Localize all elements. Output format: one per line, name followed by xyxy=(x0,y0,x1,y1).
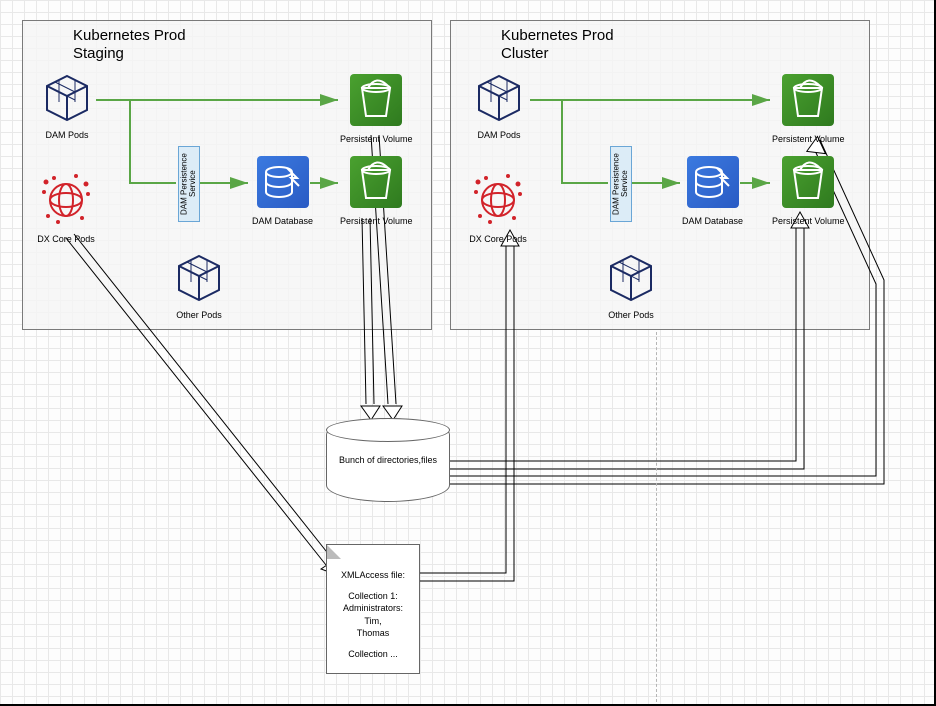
guide-dashed xyxy=(656,332,657,702)
node-st-damdb: DAM Database xyxy=(252,154,313,227)
globe-dots-icon xyxy=(36,172,96,233)
node-st-pv1: Persistent Volume xyxy=(340,72,413,145)
node-pr-dam-pods-label: DAM Pods xyxy=(474,131,524,141)
globe-dots-icon xyxy=(468,172,528,233)
node-xml-file: XMLAccess file: Collection 1: Administra… xyxy=(326,544,420,674)
node-st-dxcore-label: DX Core Pods xyxy=(36,235,96,245)
node-pr-other-label: Other Pods xyxy=(606,311,656,321)
node-pr-damdb: DAM Database xyxy=(682,154,743,227)
node-pr-dxcore-label: DX Core Pods xyxy=(468,235,528,245)
cube-stack-icon xyxy=(474,72,524,129)
node-bunch-cylinder: Bunch of directories,files xyxy=(326,418,450,502)
xml-line1: Administrators: Tim, xyxy=(337,602,409,627)
node-pr-damdb-label: DAM Database xyxy=(682,217,743,227)
diagram-canvas: Kubernetes Prod Staging Kubernetes Prod … xyxy=(0,0,936,706)
bucket-green-icon xyxy=(348,72,404,133)
cluster-staging-title: Kubernetes Prod Staging xyxy=(73,27,186,63)
node-bunch-label: Bunch of directories,files xyxy=(339,455,437,465)
bucket-green-icon xyxy=(780,72,836,133)
node-pr-dam-pods: DAM Pods xyxy=(474,72,524,141)
node-pr-dam-service-label: DAM Persistence Service xyxy=(613,147,630,221)
xml-line2: Thomas xyxy=(337,627,409,640)
node-pr-pv2: Persistent Volume xyxy=(772,154,845,227)
node-st-other-label: Other Pods xyxy=(174,311,224,321)
db-blue-icon xyxy=(685,154,741,215)
node-st-other: Other Pods xyxy=(174,252,224,321)
node-st-pv1-label: Persistent Volume xyxy=(340,135,413,145)
node-st-dam-service: DAM Persistence Service xyxy=(178,146,200,222)
node-st-pv2: Persistent Volume xyxy=(340,154,413,227)
node-pr-pv2-label: Persistent Volume xyxy=(772,217,845,227)
node-st-dam-service-label: DAM Persistence Service xyxy=(181,147,198,221)
node-st-dam-pods-label: DAM Pods xyxy=(42,131,92,141)
xml-title: XMLAccess file: xyxy=(337,569,409,582)
cube-stack-icon xyxy=(42,72,92,129)
cube-stack-icon xyxy=(174,252,224,309)
xml-line0: Collection 1: xyxy=(337,590,409,603)
node-pr-dam-service: DAM Persistence Service xyxy=(610,146,632,222)
node-pr-other: Other Pods xyxy=(606,252,656,321)
node-pr-pv1-label: Persistent Volume xyxy=(772,135,845,145)
node-st-dam-pods: DAM Pods xyxy=(42,72,92,141)
node-pr-pv1: Persistent Volume xyxy=(772,72,845,145)
cluster-prod-title: Kubernetes Prod Cluster xyxy=(501,27,614,63)
bucket-green-icon xyxy=(780,154,836,215)
node-pr-dxcore: DX Core Pods xyxy=(468,172,528,245)
node-st-damdb-label: DAM Database xyxy=(252,217,313,227)
bucket-green-icon xyxy=(348,154,404,215)
xml-line4: Collection ... xyxy=(337,648,409,661)
node-st-pv2-label: Persistent Volume xyxy=(340,217,413,227)
node-st-dxcore: DX Core Pods xyxy=(36,172,96,245)
db-blue-icon xyxy=(255,154,311,215)
cube-stack-icon xyxy=(606,252,656,309)
